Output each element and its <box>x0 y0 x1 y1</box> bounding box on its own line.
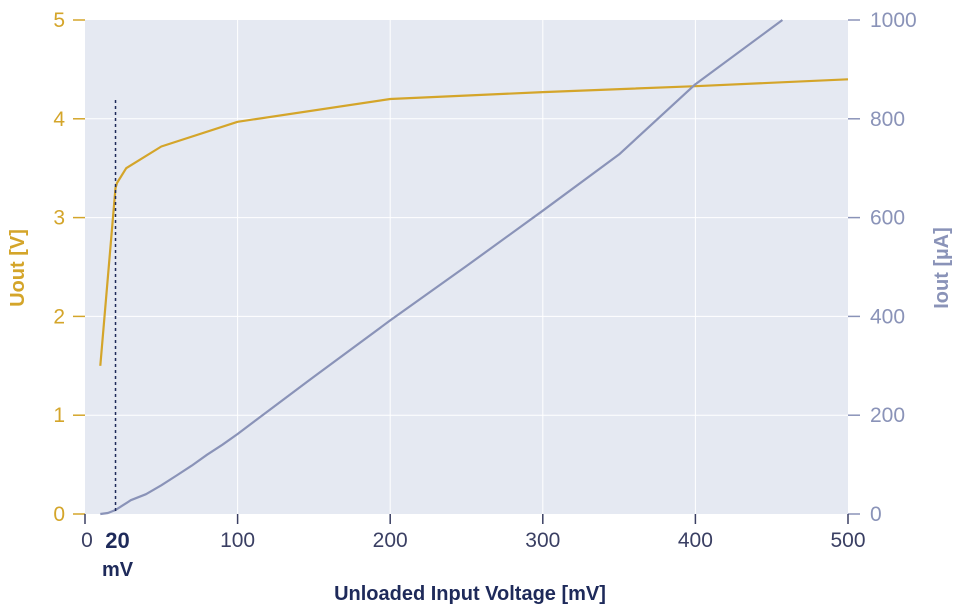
y-axis-title-left: Uout [V] <box>7 229 29 307</box>
x-axis-title: Unloaded Input Voltage [mV] <box>334 583 606 605</box>
axes: 0 1 2 3 4 5 0 200 400 600 800 1000 0 100 200 300 400 500 <box>53 9 916 552</box>
y-tick-label-left: 3 <box>53 207 65 230</box>
y-tick-label-left: 5 <box>53 9 65 32</box>
x-tick-label: 200 <box>373 529 408 552</box>
annotation-label-unit: mV <box>102 559 134 581</box>
y-tick-label-right: 0 <box>870 503 882 526</box>
y-tick-label-right: 1000 <box>870 9 917 32</box>
y-tick-label-right: 800 <box>870 108 905 131</box>
y-tick-label-right: 400 <box>870 305 905 328</box>
x-tick-label: 100 <box>220 529 255 552</box>
annotation-label-value: 20 <box>105 528 129 553</box>
x-tick-label: 400 <box>678 529 713 552</box>
y-tick-label-right: 200 <box>870 404 905 427</box>
x-tick-label: 500 <box>830 529 865 552</box>
y-tick-label-left: 4 <box>53 108 65 131</box>
y-tick-label-left: 0 <box>53 503 65 526</box>
series-line-iout <box>100 19 784 516</box>
annotations: 20 mV <box>102 100 134 581</box>
grid-lines <box>85 20 848 514</box>
y-tick-label-left: 2 <box>53 305 65 328</box>
y-axis-title-right: Iout [µA] <box>931 227 953 309</box>
x-tick-label: 0 <box>81 529 93 552</box>
x-tick-label: 300 <box>525 529 560 552</box>
y-tick-label-right: 600 <box>870 207 905 230</box>
y-tick-label-left: 1 <box>53 404 65 427</box>
